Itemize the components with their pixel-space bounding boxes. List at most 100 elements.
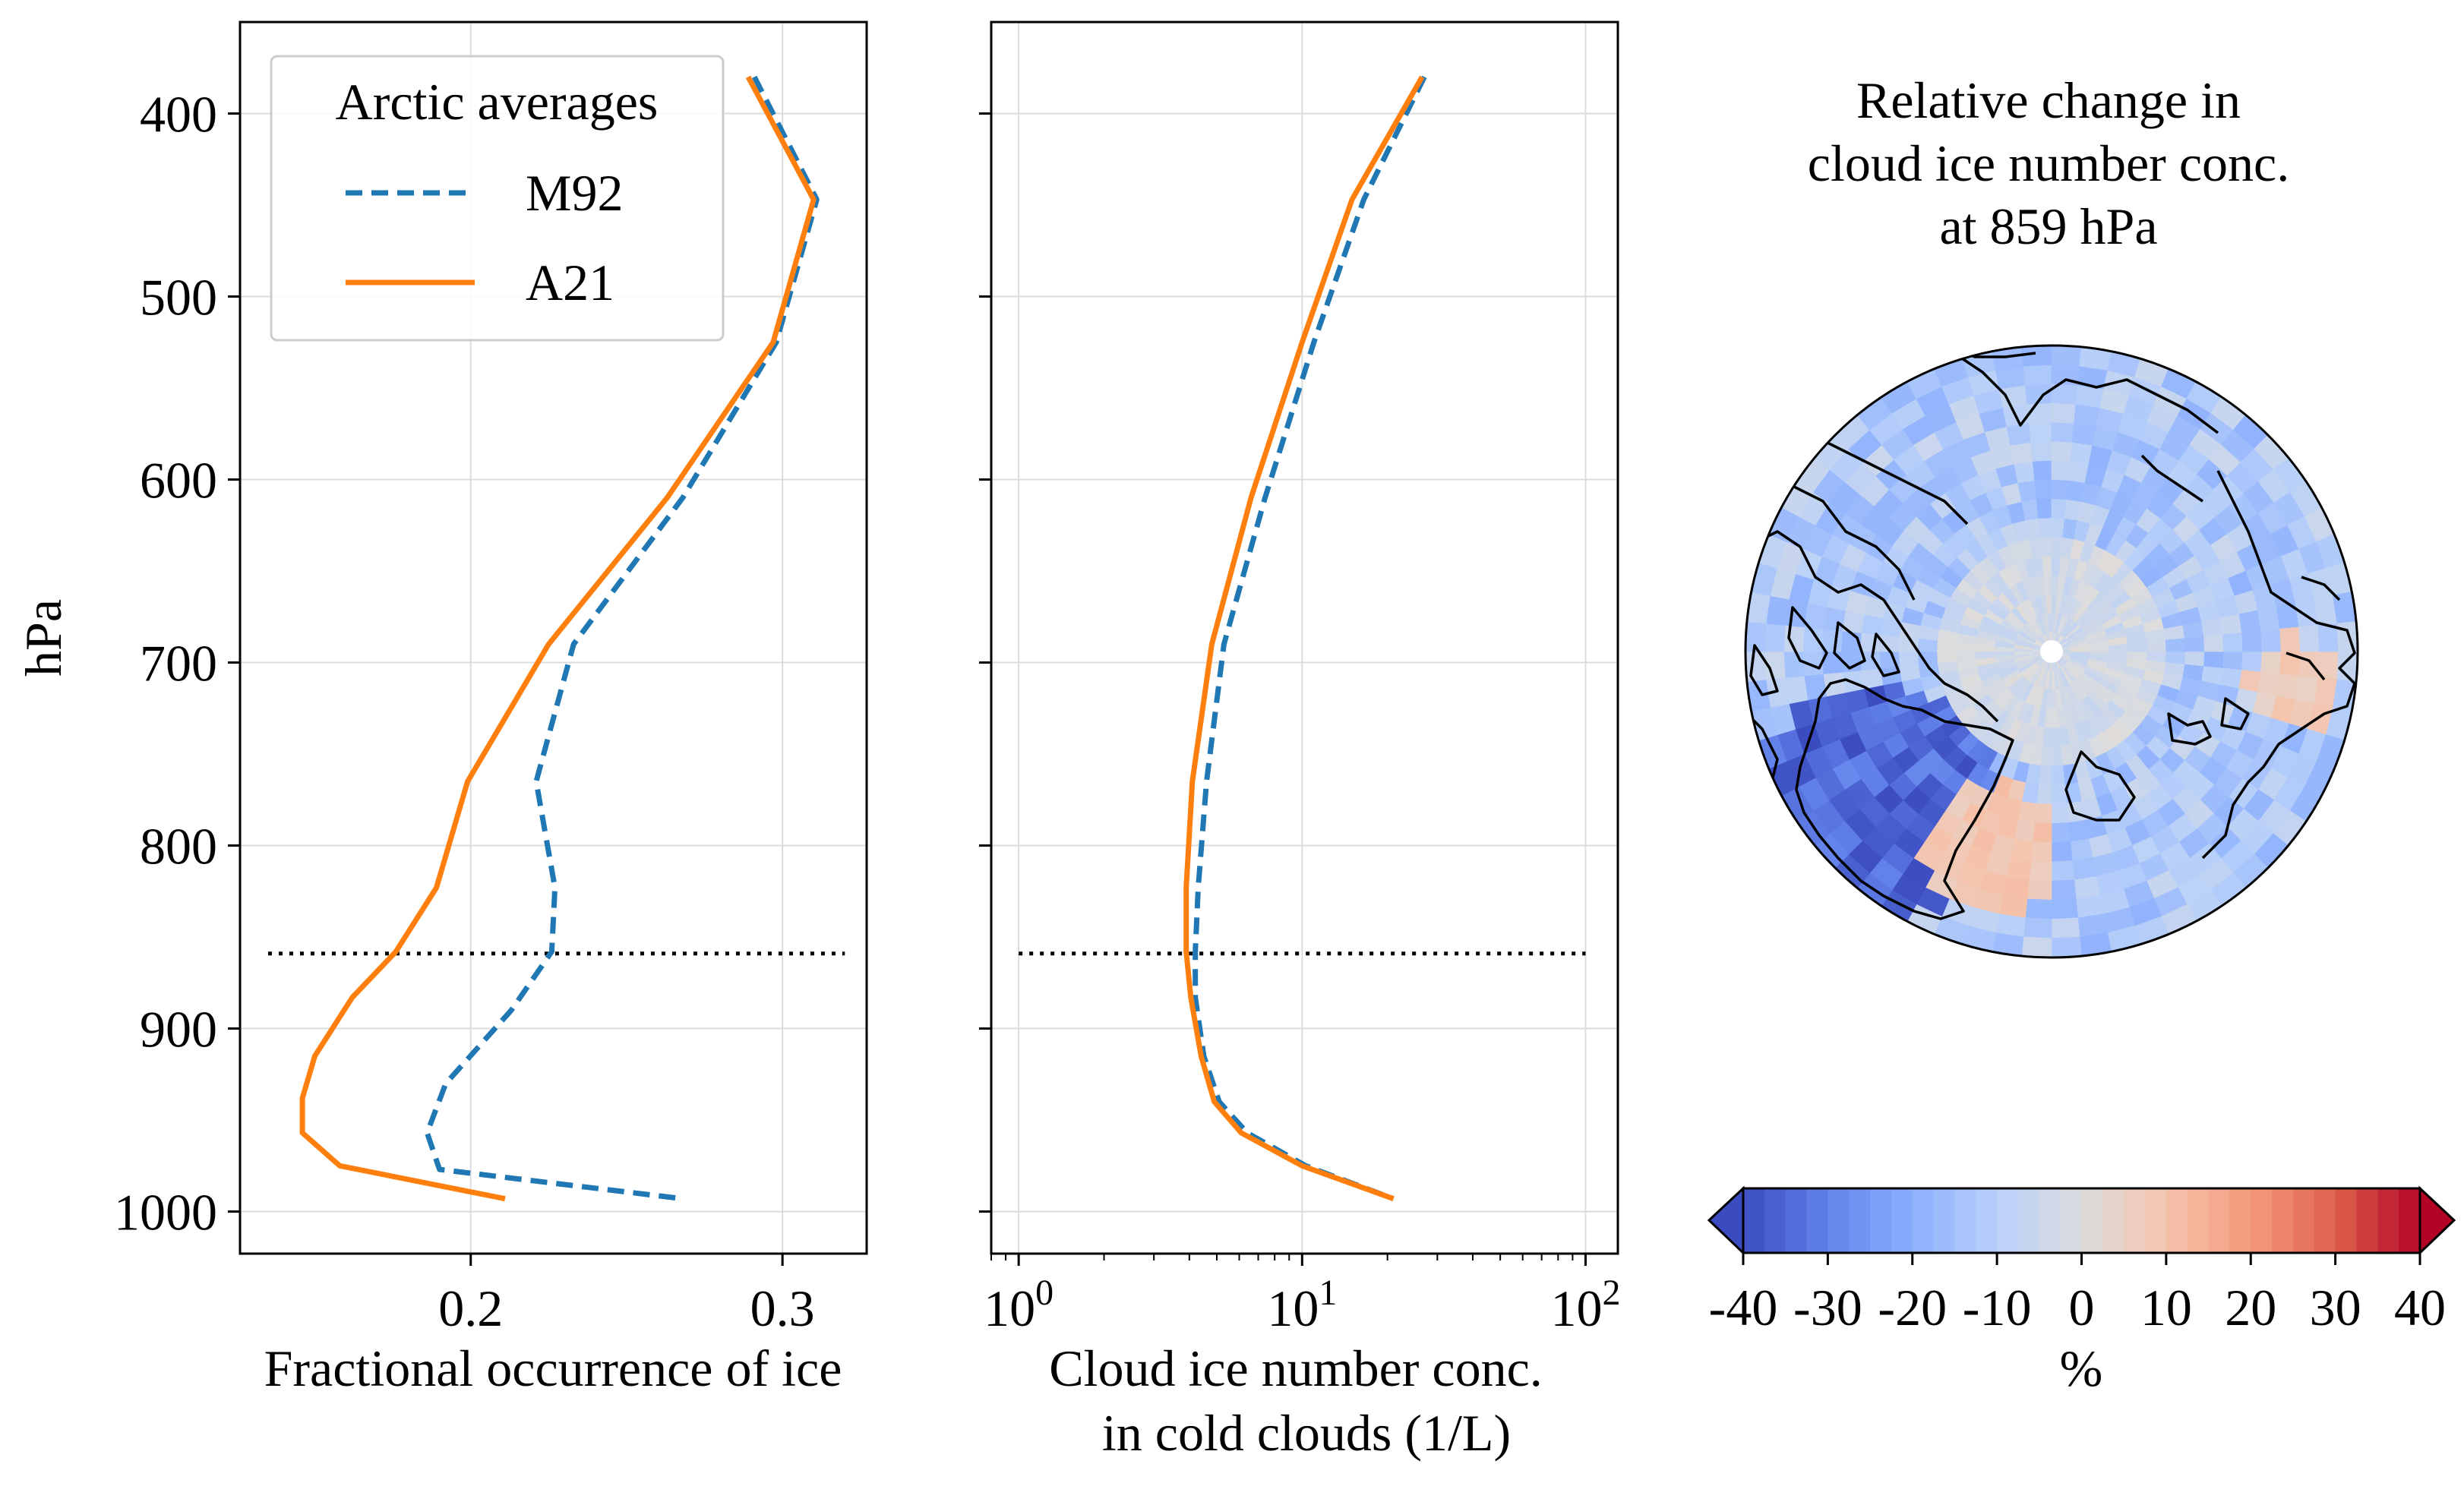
map-cell	[2165, 638, 2186, 652]
colorbar-tick-label: -40	[1709, 1279, 1778, 1336]
colorbar-tick-label: 0	[2069, 1279, 2095, 1336]
map-cell	[1936, 651, 1957, 664]
colorbar-level	[1870, 1188, 1892, 1253]
map-cell	[2026, 879, 2052, 901]
colorbar-tick-label: 20	[2225, 1279, 2276, 1336]
colorbar-level	[2017, 1188, 2040, 1253]
map-cell	[2034, 803, 2052, 825]
colorbar-level	[1827, 1188, 1850, 1253]
series-line-m92	[1193, 75, 1427, 1201]
panel1-ticks: 0.2 0.3 400 500 600 700 800 900 1000	[114, 86, 815, 1337]
y-tick-label: 1000	[114, 1184, 217, 1241]
y-tick-label: 800	[140, 818, 217, 876]
colorbar-level	[2377, 1188, 2399, 1253]
map-cell	[1898, 651, 1919, 667]
ice-number-panel: 100 101 102 Cloud ice number conc. in cold…	[979, 21, 1620, 1462]
map-cell	[2146, 639, 2167, 652]
colorbar-tick-label: -30	[1793, 1279, 1862, 1336]
map-cell	[2030, 841, 2052, 863]
map-cell	[2036, 784, 2052, 805]
map-cell	[2051, 345, 2082, 367]
colorbar-level	[2187, 1188, 2210, 1253]
polar-heatmap	[1745, 345, 2358, 958]
panel2-series	[1183, 75, 1427, 1201]
map-cell	[2051, 898, 2079, 920]
map-cell	[2298, 624, 2320, 652]
colorbar-level	[2335, 1188, 2358, 1253]
colorbar-tick-label: 30	[2310, 1279, 2361, 1336]
panel1-frame	[239, 21, 868, 1255]
map-cell	[2051, 917, 2080, 939]
colorbar-label: %	[2060, 1339, 2103, 1397]
map-cell	[2051, 727, 2061, 748]
colorbar-cells	[1743, 1188, 2421, 1253]
map-cell	[2006, 422, 2032, 446]
legend-label-m92: M92	[526, 164, 623, 222]
map-cell	[2038, 765, 2052, 786]
colorbar-level	[1764, 1188, 1786, 1253]
colorbar-tick-label: 10	[2140, 1279, 2192, 1336]
colorbar-tick-label: -10	[1963, 1279, 2032, 1336]
map-cell	[2010, 441, 2033, 465]
map-title-line2: cloud ice number conc.	[1808, 134, 2289, 192]
map-cell	[2042, 555, 2052, 576]
map-cell	[2039, 536, 2052, 557]
map-cell	[2241, 630, 2263, 652]
series-line-a21	[299, 75, 817, 1202]
map-cell	[2051, 421, 2075, 443]
map-cell	[2051, 860, 2075, 882]
map-cell	[2051, 879, 2077, 901]
map-cell	[2051, 784, 2068, 805]
y-tick-label: 500	[140, 269, 217, 327]
map-cell	[2051, 803, 2069, 825]
map-cell	[1917, 638, 1938, 652]
colorbar-level	[2399, 1188, 2421, 1253]
panel2-xlabel-line1: Cloud ice number conc.	[1049, 1339, 1543, 1397]
colorbar-level	[2124, 1188, 2146, 1253]
legend: Arctic averages M92 A21	[270, 55, 725, 342]
map-cell	[2051, 478, 2069, 500]
map-cell	[1955, 651, 1976, 661]
map-cell	[2051, 936, 2082, 958]
map-cell	[2184, 636, 2205, 652]
colorbar-level	[2165, 1188, 2188, 1253]
panel2-frame	[990, 21, 1619, 1255]
colorbar-ticks: -40 -30 -20 -10 0 10 20 30 40	[1709, 1253, 2446, 1336]
map-cell	[2260, 628, 2282, 652]
x-tick-label: 0.2	[438, 1279, 503, 1337]
map-cell	[2006, 857, 2032, 881]
map-cell	[2028, 860, 2052, 882]
colorbar-level	[1849, 1188, 1871, 1253]
map-cell	[2127, 642, 2148, 652]
y-tick-label: 600	[140, 452, 217, 510]
colorbar-level	[1785, 1188, 1808, 1253]
panel2-grid	[991, 22, 1618, 1254]
north-pole-marker	[2040, 640, 2063, 663]
colorbar-level	[1912, 1188, 1935, 1253]
colorbar-level	[1891, 1188, 1913, 1253]
y-tick-label: 700	[140, 635, 217, 693]
map-cell	[2051, 746, 2064, 767]
y-tick-label: 900	[140, 1001, 217, 1058]
colorbar-level	[2356, 1188, 2378, 1253]
series-line-a21	[1183, 75, 1425, 1201]
map-cell	[2051, 765, 2065, 786]
panel1-xlabel: Fractional occurrence of ice	[264, 1339, 842, 1397]
colorbar-level	[2229, 1188, 2251, 1253]
map-cell	[2070, 838, 2093, 862]
map-cell	[2021, 345, 2052, 367]
map-cell	[2038, 517, 2052, 538]
colorbar-extend-high	[2418, 1185, 2456, 1256]
map-cell	[1822, 671, 1846, 697]
map-cell	[2071, 422, 2097, 446]
map-cell	[2257, 606, 2281, 632]
fractional-occurrence-panel: 0.2 0.3 400 500 600 700 800 900 1000 hPa Fractio…	[14, 21, 868, 1397]
map-cell	[1783, 651, 1805, 679]
panel2-ticks: 100 101 102	[979, 112, 1620, 1337]
map-cell	[2222, 632, 2244, 652]
map-cell	[2032, 822, 2052, 844]
map-cell	[2241, 651, 2263, 673]
colorbar-level	[2102, 1188, 2124, 1253]
map-cell	[2028, 421, 2052, 443]
